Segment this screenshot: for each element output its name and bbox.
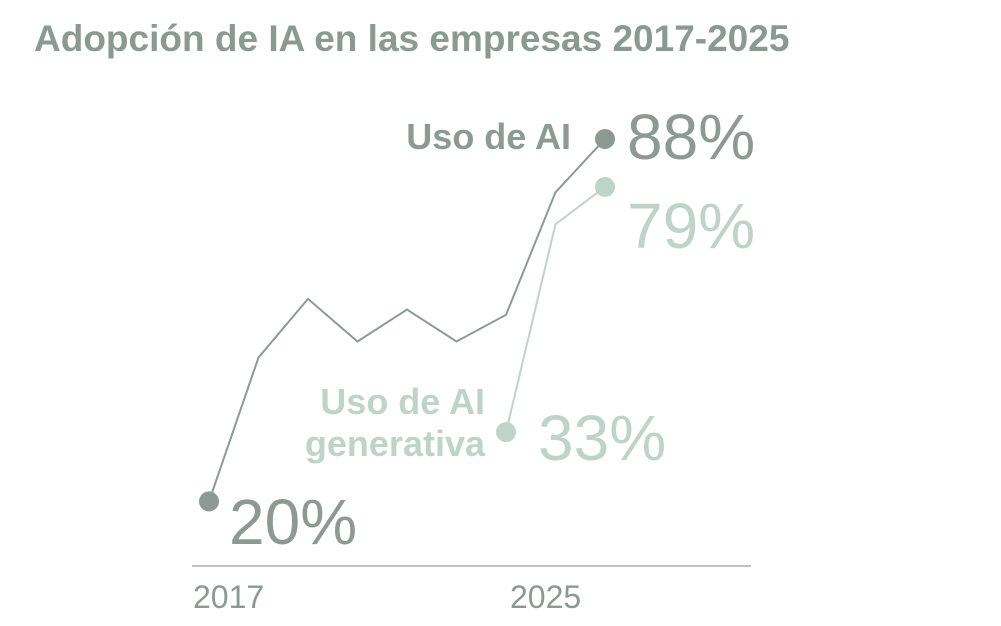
genai-series-label-line-2: generativa (305, 423, 486, 464)
ai-end-value-label: 88% (627, 101, 755, 173)
series-line-1 (208, 138, 606, 502)
series-2-start-point (496, 422, 516, 443)
genai-series-label-line-1: Uso de AI (320, 381, 485, 422)
series-layer (199, 128, 615, 512)
series-line-2 (505, 186, 606, 433)
genai-start-value-label: 33% (538, 402, 666, 474)
genai-end-value-label: 79% (627, 190, 755, 262)
series-1-start-point (199, 491, 219, 512)
x-tick-label-2017: 2017 (193, 579, 264, 615)
ai-start-value-label: 20% (229, 486, 357, 558)
chart-title: Adopción de IA en las empresas 2017-2025 (34, 18, 790, 59)
series-2-end-point (595, 176, 615, 197)
ai-series-label: Uso de AI (406, 116, 571, 157)
x-tick-label-2025: 2025 (510, 579, 581, 615)
series-1-end-point (595, 128, 615, 149)
axis-layer: 2017 2025 (192, 565, 751, 615)
